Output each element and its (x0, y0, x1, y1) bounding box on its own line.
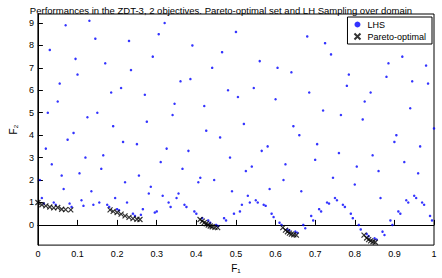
svg-text:5: 5 (29, 108, 34, 118)
svg-text:0.7: 0.7 (309, 249, 322, 259)
svg-text:8: 8 (29, 40, 34, 50)
svg-text:0.9: 0.9 (388, 249, 401, 259)
svg-text:9: 9 (29, 18, 34, 28)
svg-text:0.4: 0.4 (190, 249, 203, 259)
svg-text:2: 2 (29, 175, 34, 185)
svg-text:6: 6 (29, 85, 34, 95)
svg-text:0.8: 0.8 (349, 249, 362, 259)
svg-text:0.1: 0.1 (71, 249, 84, 259)
svg-text:F₂: F₂ (8, 124, 19, 134)
svg-text:Performances in the ZDT-3, 2 o: Performances in the ZDT-3, 2 objectives.… (30, 5, 412, 16)
svg-text:F₁: F₁ (231, 263, 241, 274)
svg-text:0.3: 0.3 (150, 249, 163, 259)
svg-text:0.5: 0.5 (230, 249, 243, 259)
svg-text:1: 1 (431, 249, 436, 259)
svg-text:0.2: 0.2 (111, 249, 124, 259)
svg-text:0: 0 (29, 220, 34, 230)
svg-text:Pareto-optimal: Pareto-optimal (367, 32, 426, 42)
svg-text:1: 1 (29, 197, 34, 207)
svg-text:7: 7 (29, 63, 34, 73)
svg-text:0: 0 (35, 249, 40, 259)
svg-text:0.6: 0.6 (269, 249, 282, 259)
svg-text:4: 4 (29, 130, 34, 140)
svg-text:LHS: LHS (367, 20, 385, 30)
svg-text:3: 3 (29, 153, 34, 163)
